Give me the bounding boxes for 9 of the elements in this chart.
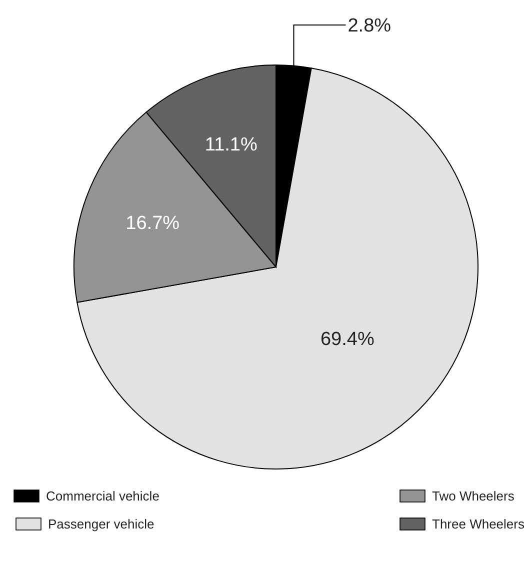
data-label: 2.8% xyxy=(348,16,392,37)
legend-label: Three Wheelers xyxy=(432,516,525,532)
data-label: 69.4% xyxy=(320,329,374,350)
legend-label: Commercial vehicle xyxy=(46,488,160,504)
data-label: 11.1% xyxy=(204,134,258,156)
legend-label: Passenger vehicle xyxy=(48,516,154,532)
pie-slice xyxy=(76,68,478,470)
legend-label: Two Wheelers xyxy=(432,488,515,504)
data-label: 16.7% xyxy=(126,212,180,234)
